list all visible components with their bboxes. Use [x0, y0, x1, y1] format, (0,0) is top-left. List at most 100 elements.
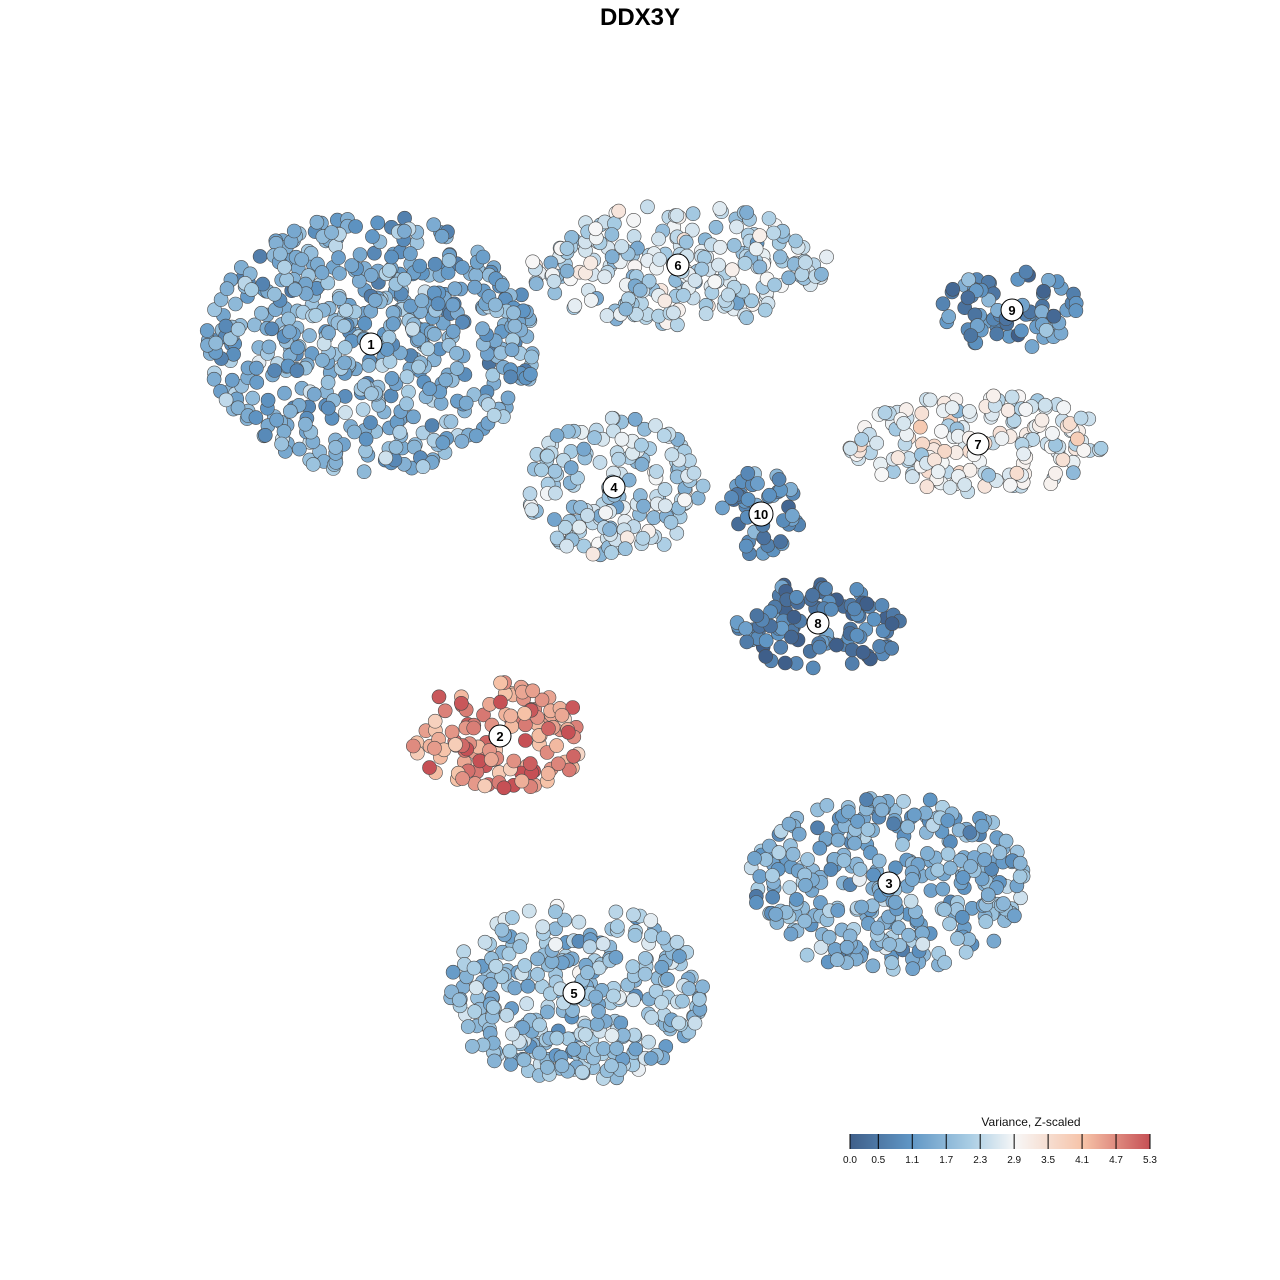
data-point [358, 431, 374, 447]
data-point [694, 261, 710, 277]
data-point [678, 234, 694, 250]
data-point [724, 262, 740, 278]
data-point [859, 596, 875, 612]
data-point [506, 305, 521, 321]
data-point [598, 505, 614, 521]
data-point [904, 469, 920, 485]
data-point [267, 286, 282, 302]
data-point [1000, 402, 1016, 418]
cluster-label-10: 10 [748, 501, 774, 527]
data-point [810, 820, 825, 836]
data-point [525, 254, 541, 270]
data-point [930, 862, 946, 878]
data-point [761, 211, 777, 226]
data-point [675, 993, 690, 1009]
data-point [540, 766, 556, 781]
data-point [363, 267, 379, 283]
data-point [467, 279, 483, 295]
data-point [836, 853, 852, 868]
data-point [877, 405, 893, 421]
data-point [664, 447, 680, 463]
data-point [1018, 264, 1034, 280]
data-point [934, 423, 949, 439]
data-point [860, 822, 876, 837]
data-point [695, 979, 710, 995]
data-point [748, 241, 764, 257]
data-point [634, 457, 650, 472]
data-point [548, 937, 563, 952]
data-point [302, 328, 317, 343]
data-point [282, 403, 298, 419]
data-point [752, 228, 768, 243]
data-point [1039, 322, 1054, 338]
data-point [507, 980, 523, 996]
data-point [286, 223, 302, 239]
data-point [669, 208, 685, 223]
data-point [455, 771, 470, 786]
data-point [904, 872, 920, 887]
data-point [337, 340, 353, 355]
data-point [567, 298, 583, 314]
data-point [370, 215, 386, 231]
data-point [571, 914, 587, 930]
data-point [503, 708, 519, 724]
data-point [768, 906, 784, 922]
data-point [843, 441, 858, 456]
data-point [648, 418, 663, 433]
data-point [677, 492, 692, 508]
data-point [494, 922, 510, 938]
data-point [819, 798, 835, 813]
data-point [524, 502, 540, 518]
data-point [974, 818, 990, 834]
data-point [1034, 412, 1050, 428]
data-point [447, 281, 463, 297]
data-point [501, 946, 517, 962]
data-point [986, 388, 1001, 404]
data-point [411, 359, 426, 375]
data-point [618, 301, 634, 317]
data-point [468, 980, 484, 996]
data-point [818, 581, 833, 597]
data-point [308, 308, 324, 323]
data-point [525, 683, 541, 699]
data-point [691, 991, 707, 1007]
data-point [344, 258, 360, 273]
data-point [998, 833, 1014, 849]
data-point [248, 410, 264, 425]
data-point [641, 1034, 656, 1050]
data-point [580, 965, 595, 980]
data-point [660, 971, 675, 987]
data-point [434, 229, 450, 244]
data-point [791, 826, 807, 842]
data-point [218, 392, 234, 408]
data-point [627, 411, 643, 427]
data-point [649, 464, 664, 479]
data-point [1024, 339, 1040, 354]
data-point [625, 959, 641, 975]
data-point [356, 464, 372, 480]
data-point [766, 225, 781, 241]
data-point [854, 432, 870, 447]
data-point [405, 738, 421, 754]
data-point [332, 291, 347, 306]
data-point [504, 342, 520, 358]
data-point [986, 933, 1002, 949]
data-point [955, 909, 970, 925]
data-point [422, 760, 437, 775]
data-point [321, 400, 336, 416]
data-point [315, 352, 330, 368]
data-point [750, 476, 765, 491]
data-point [267, 363, 282, 378]
data-point [656, 537, 672, 552]
data-point [698, 306, 714, 322]
data-point [314, 265, 330, 280]
data-point [654, 959, 670, 975]
data-point [884, 955, 900, 971]
data-point [823, 862, 839, 877]
data-point [365, 229, 380, 244]
data-point [855, 644, 871, 660]
data-point [950, 931, 965, 946]
data-point [829, 952, 845, 968]
data-point [896, 416, 912, 431]
data-point [245, 390, 260, 406]
